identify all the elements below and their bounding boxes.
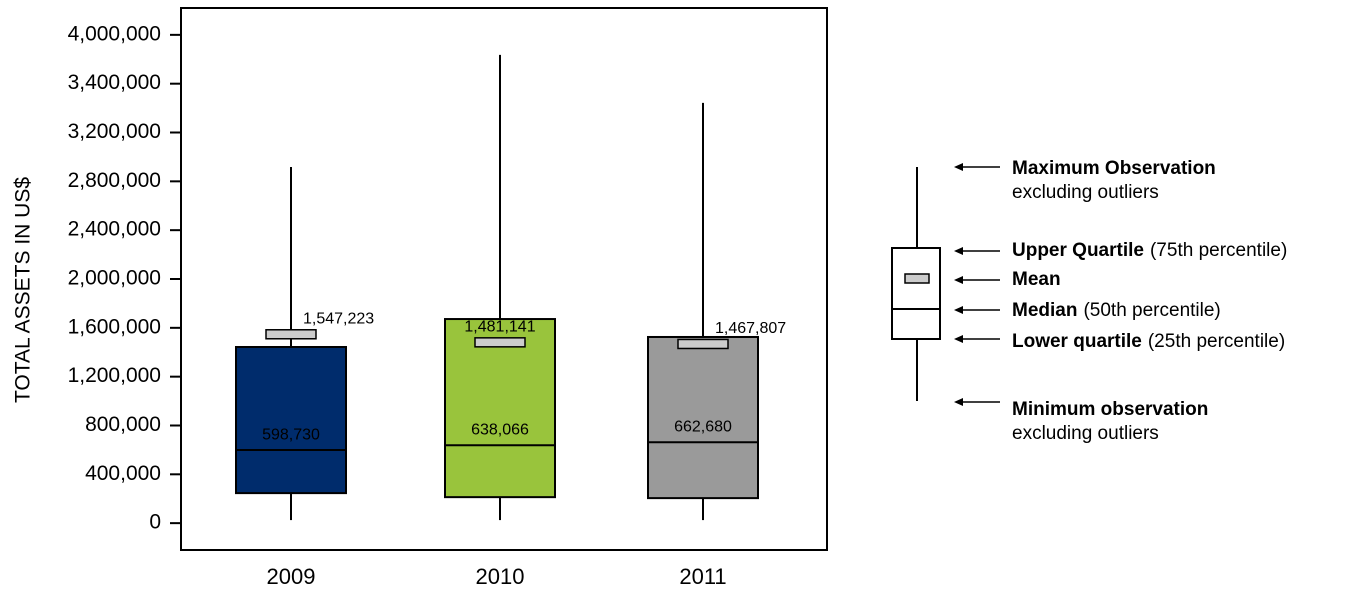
key-label-bold: Mean: [1012, 269, 1061, 290]
y-tick-label: 800,000: [85, 413, 161, 436]
key-label: Maximum Observation: [1012, 158, 1216, 179]
median-label: 638,066: [471, 421, 529, 438]
y-tick-label: 0: [149, 511, 161, 534]
key-arrowhead: [954, 247, 963, 255]
key-label: Upper Quartile (75th percentile): [1012, 240, 1287, 261]
y-tick-label: 2,800,000: [68, 169, 161, 192]
y-tick-label: 4,000,000: [68, 22, 161, 45]
median-label: 662,680: [674, 418, 732, 435]
key-label-bold: Upper Quartile: [1012, 240, 1144, 261]
key-arrowhead: [954, 163, 963, 171]
y-tick-label: 3,200,000: [68, 120, 161, 143]
key-diagram: [891, 167, 941, 401]
key-note: excluding outliers: [1012, 423, 1159, 444]
key-label-bold: Lower quartile: [1012, 331, 1142, 352]
x-tick-label: 2010: [476, 564, 525, 589]
key-mean: [904, 273, 930, 284]
median-label: 598,730: [262, 426, 320, 443]
mean-label: 1,467,807: [715, 320, 786, 337]
y-tick-label: 2,400,000: [68, 218, 161, 241]
key-label-bold: Maximum Observation: [1012, 158, 1216, 179]
y-axis-label: TOTAL ASSETS IN US$: [12, 177, 35, 403]
x-tick-label: 2011: [679, 564, 726, 589]
key-label: Minimum observation: [1012, 399, 1208, 420]
key-note: excluding outliers: [1012, 182, 1159, 203]
key-label: Median (50th percentile): [1012, 300, 1221, 321]
box: [647, 335, 759, 500]
y-tick-label: 3,400,000: [68, 71, 161, 94]
y-tick-label: 1,600,000: [68, 315, 161, 338]
key-arrowhead: [954, 398, 963, 406]
key-label: Mean: [1012, 269, 1061, 290]
key-arrowhead: [954, 276, 963, 284]
mean-marker: [677, 338, 729, 350]
key-note: (25th percentile): [1148, 331, 1285, 352]
key-label: Lower quartile (25th percentile): [1012, 331, 1285, 352]
mean-label: 1,547,223: [303, 310, 374, 327]
key-arrowhead: [954, 306, 963, 314]
key-note: (75th percentile): [1150, 240, 1287, 261]
y-tick-label: 1,200,000: [68, 364, 161, 387]
key-label-bold: Minimum observation: [1012, 399, 1208, 420]
box: [444, 318, 556, 499]
mean-marker: [265, 329, 317, 340]
key-label-bold: Median: [1012, 300, 1077, 321]
box: [235, 345, 347, 495]
mean-label: 1,481,141: [464, 319, 535, 336]
x-tick-label: 2009: [267, 564, 316, 589]
key-box: [891, 247, 941, 340]
key-arrowhead: [954, 335, 963, 343]
mean-marker: [474, 337, 526, 348]
y-tick-label: 400,000: [85, 462, 161, 485]
key-note: (50th percentile): [1083, 300, 1220, 321]
y-tick-label: 2,000,000: [68, 267, 161, 290]
